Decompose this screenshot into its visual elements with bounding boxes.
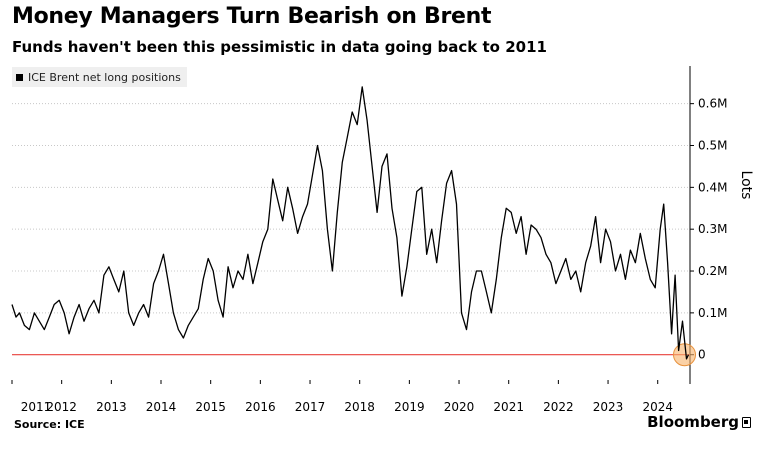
x-tick-label: 2017 [295, 400, 326, 414]
source-note: Source: ICE [14, 418, 85, 431]
bloomberg-terminal-icon [742, 416, 751, 428]
y-tick-label: 0.2M [698, 264, 727, 278]
y-tick-label: 0 [698, 348, 706, 362]
x-tick-label: 2022 [543, 400, 574, 414]
chart-title: Money Managers Turn Bearish on Brent [12, 4, 492, 29]
x-tick-label: 2021 [493, 400, 524, 414]
series-line-brent-net-long [11, 86, 690, 360]
y-tick-label: 0.5M [698, 139, 727, 153]
y-tick-label: 0.4M [698, 180, 727, 194]
x-tick-label: 2024 [642, 400, 673, 414]
legend-label: ICE Brent net long positions [28, 70, 181, 84]
x-tick-label: 2020 [444, 400, 475, 414]
y-tick-label: 0.1M [698, 306, 727, 320]
x-tick-label: 2012 [46, 400, 77, 414]
x-tick-label: 2011 [21, 400, 52, 414]
brand-logo: Bloomberg [647, 413, 751, 431]
latest-point-highlight [673, 343, 697, 367]
x-tick-label: 2019 [394, 400, 425, 414]
y-axis-title: Lots [738, 171, 754, 200]
brand-name: Bloomberg [647, 413, 739, 431]
legend: ICE Brent net long positions [12, 67, 187, 87]
y-tick-label: 0.6M [698, 97, 727, 111]
y-tick-label: 0.3M [698, 222, 727, 236]
x-tick-label: 2013 [96, 400, 127, 414]
x-tick-label: 2014 [146, 400, 177, 414]
x-tick-label: 2023 [593, 400, 624, 414]
x-tick-label: 2016 [245, 400, 276, 414]
chart-subtitle: Funds haven't been this pessimistic in d… [12, 38, 547, 56]
legend-swatch-icon [16, 73, 23, 81]
x-tick-label: 2018 [344, 400, 375, 414]
x-tick-label: 2015 [195, 400, 226, 414]
